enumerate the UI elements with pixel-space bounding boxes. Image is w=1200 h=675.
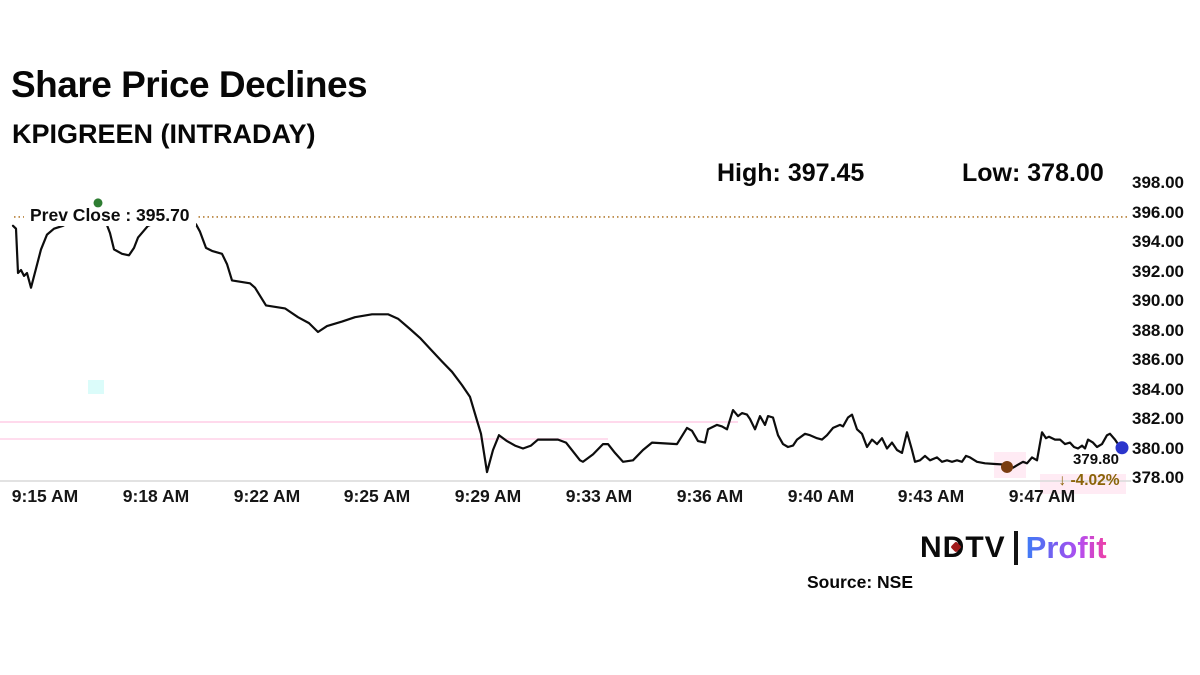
y-axis-tick-label: 380.00 (1132, 438, 1184, 458)
y-axis-tick-label: 396.00 (1132, 202, 1184, 222)
last-price-label: 379.80 (1073, 451, 1119, 468)
y-axis-tick-label: 390.00 (1132, 291, 1184, 310)
high-dot (93, 198, 103, 208)
x-axis-tick-label: 9:40 AM (787, 486, 855, 506)
x-axis-tick-label: 9:47 AM (1008, 486, 1076, 506)
ndtv-wordmark: NDTV (920, 531, 1006, 564)
logo-divider (1013, 531, 1018, 565)
price-line (11, 208, 1125, 474)
high-value: High: 397.45 (717, 159, 865, 187)
y-axis-tick-label: 384.00 (1132, 379, 1184, 399)
x-axis-tick-label: 9:25 AM (343, 486, 411, 506)
x-axis-tick-label: 9:36 AM (676, 486, 744, 506)
x-axis-tick-label: 9:15 AM (11, 486, 79, 506)
x-axis-tick-label: 9:29 AM (454, 486, 522, 506)
y-axis-tick-label: 394.00 (1132, 232, 1184, 251)
profit-wordmark: Profit (1025, 530, 1107, 565)
page-title: Share Price Declines (11, 64, 368, 105)
y-axis-tick-label: 398.00 (1132, 173, 1184, 192)
last-dot (1115, 441, 1129, 455)
low-dot (1001, 460, 1013, 473)
chart-subtitle-symbol: KPIGREEN (INTRADAY) (12, 119, 316, 149)
x-axis-tick-label: 9:43 AM (897, 486, 965, 506)
x-axis-tick-label: 9:22 AM (233, 486, 301, 506)
low-value: Low: 378.00 (962, 159, 1104, 187)
y-axis-tick-label: 388.00 (1132, 320, 1184, 340)
x-axis-tick-label: 9:18 AM (122, 486, 190, 506)
last-change-label: ↓ -4.02% (1058, 472, 1120, 489)
x-axis-tick-label: 9:33 AM (565, 486, 633, 506)
y-axis-tick-label: 386.00 (1132, 350, 1184, 369)
y-axis-tick-label: 382.00 (1132, 409, 1184, 428)
prev-close-label: Prev Close : 395.70 (24, 205, 196, 226)
ndtv-profit-logo: NDTV Profit (920, 530, 1107, 566)
y-axis-tick-label: 392.00 (1132, 261, 1184, 281)
source-credit: Source: NSE (807, 572, 913, 592)
y-axis-tick-label: 378.00 (1132, 468, 1184, 487)
